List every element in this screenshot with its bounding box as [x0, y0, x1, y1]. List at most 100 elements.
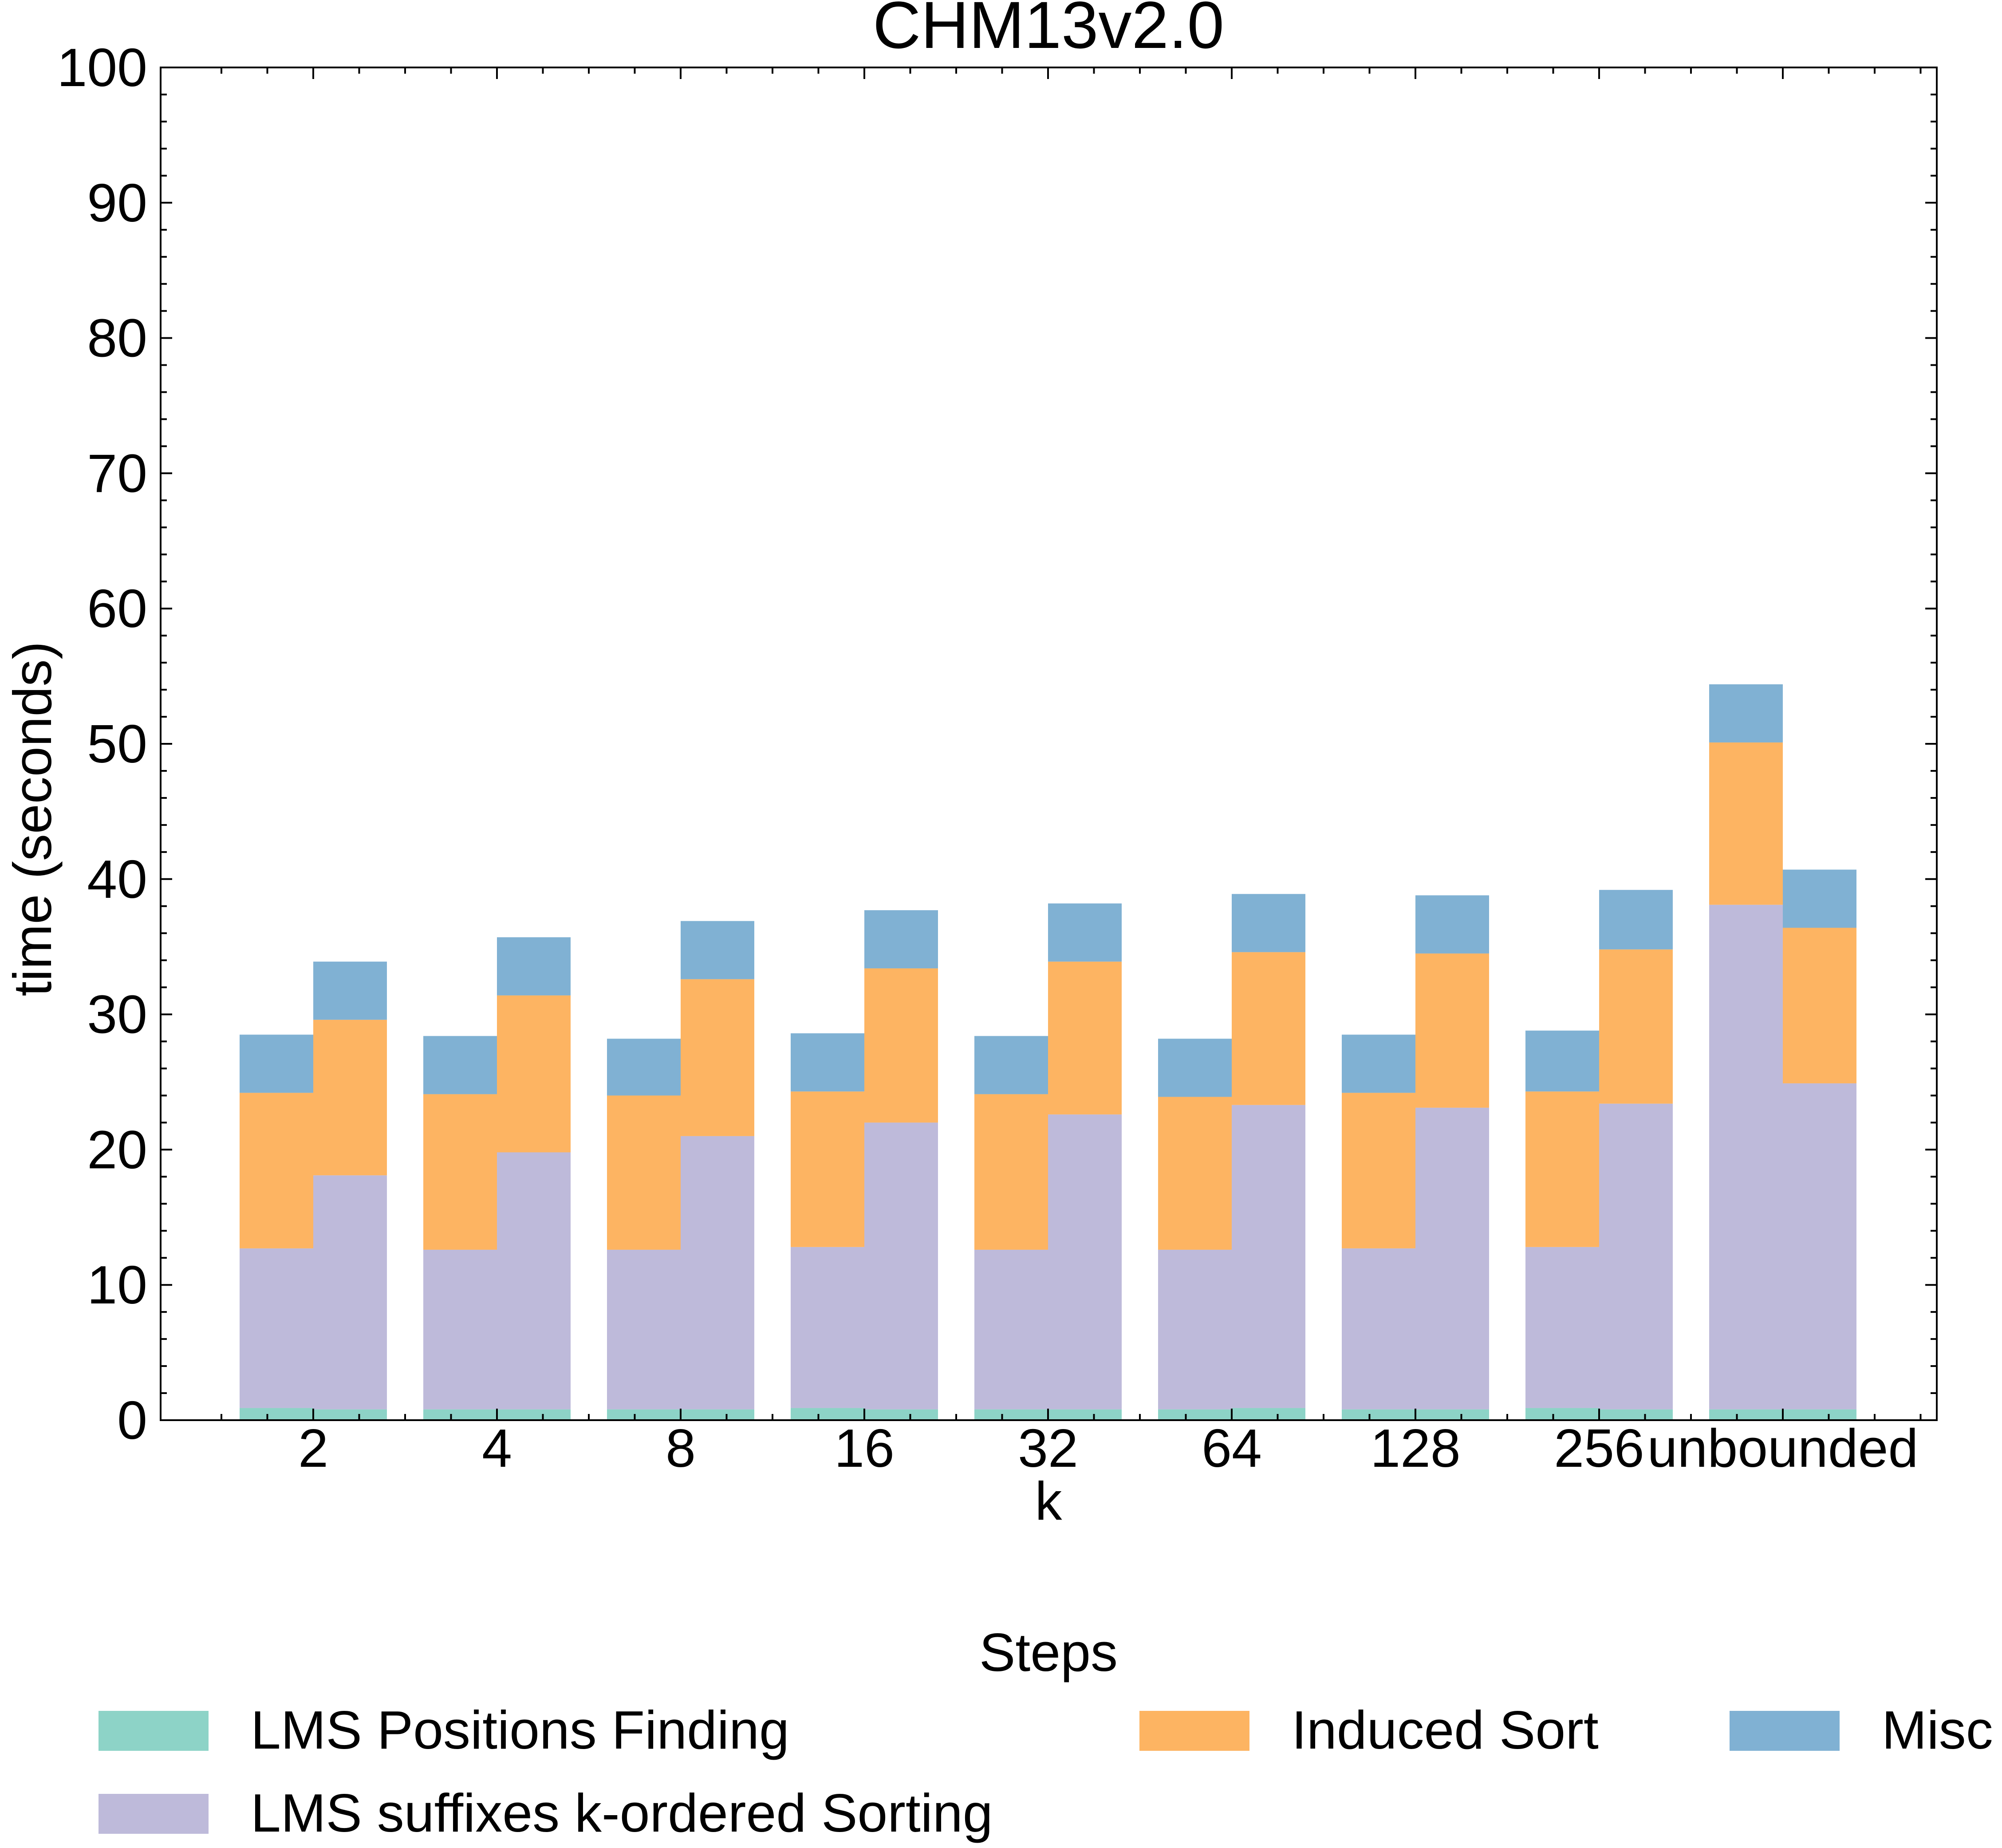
x-tick-label: 128 — [1370, 1418, 1461, 1478]
bar-left-64-series-3 — [1158, 1039, 1232, 1097]
bar-right-64-series-0 — [1232, 1408, 1305, 1420]
bar-left-2-series-2 — [240, 1093, 313, 1248]
y-tick-label: 80 — [87, 308, 147, 368]
bar-left-16-series-0 — [791, 1408, 864, 1420]
y-tick-label: 0 — [117, 1390, 147, 1450]
bar-left-8-series-0 — [607, 1409, 681, 1420]
bar-right-32-series-2 — [1048, 961, 1122, 1115]
bar-left-32-series-1 — [974, 1249, 1048, 1410]
bars-layer — [240, 684, 1856, 1420]
bar-right-16-series-2 — [864, 968, 938, 1123]
x-tick-label: unbounded — [1647, 1418, 1919, 1478]
y-tick-label: 10 — [87, 1255, 147, 1315]
plot-frame — [160, 67, 1938, 1421]
bar-left-2-series-1 — [240, 1248, 313, 1408]
bar-right-8-series-0 — [681, 1409, 754, 1420]
bar-right-32-series-3 — [1048, 903, 1122, 962]
x-tick-label: 256 — [1554, 1418, 1644, 1478]
bar-right-64-series-1 — [1232, 1105, 1305, 1408]
bar-left-128-series-3 — [1342, 1035, 1415, 1093]
legend-label-0: LMS Positions Finding — [251, 1700, 789, 1760]
bar-left-256-series-0 — [1525, 1408, 1599, 1420]
bar-right-4-series-0 — [497, 1409, 571, 1420]
y-ticks-layer: 0 10 20 30 40 50 60 70 80 90 100 — [57, 37, 1937, 1450]
legend-label-3: Misc — [1882, 1700, 1993, 1760]
bar-left-4-series-1 — [423, 1249, 497, 1410]
bar-left-8-series-1 — [607, 1249, 681, 1410]
bar-left-unbounded-series-0 — [1709, 1409, 1783, 1420]
bar-left-64-series-2 — [1158, 1097, 1232, 1250]
bar-right-64-series-3 — [1232, 894, 1305, 952]
bar-left-8-series-2 — [607, 1095, 681, 1250]
bar-right-4-series-1 — [497, 1152, 571, 1410]
bar-left-32-series-0 — [974, 1409, 1048, 1420]
x-axis-label: k — [1035, 1471, 1063, 1531]
bar-left-2-series-3 — [240, 1035, 313, 1093]
bar-right-256-series-0 — [1599, 1409, 1673, 1420]
bar-right-128-series-2 — [1415, 953, 1489, 1108]
bar-right-128-series-3 — [1415, 895, 1489, 954]
y-tick-label: 40 — [87, 849, 147, 909]
bar-left-16-series-1 — [791, 1247, 864, 1408]
legend: LMS Positions Finding LMS suffixes k-orde… — [99, 1700, 1993, 1843]
bar-right-256-series-1 — [1599, 1103, 1673, 1410]
bar-left-16-series-3 — [791, 1033, 864, 1092]
y-tick-label: 20 — [87, 1119, 147, 1180]
bar-left-128-series-0 — [1342, 1409, 1415, 1420]
bar-right-16-series-1 — [864, 1122, 938, 1410]
bar-right-256-series-2 — [1599, 949, 1673, 1104]
y-tick-label: 90 — [87, 173, 147, 233]
bar-left-256-series-1 — [1525, 1247, 1599, 1408]
bar-right-unbounded-series-1 — [1783, 1083, 1856, 1410]
bar-right-8-series-3 — [681, 921, 754, 979]
y-tick-label: 50 — [87, 714, 147, 774]
bar-right-128-series-1 — [1415, 1107, 1489, 1410]
bar-right-64-series-2 — [1232, 952, 1305, 1105]
x-tick-label: 4 — [482, 1418, 512, 1478]
bar-right-unbounded-series-3 — [1783, 869, 1856, 928]
x-tick-label: 32 — [1018, 1418, 1078, 1478]
x-tick-label: 2 — [298, 1418, 328, 1478]
bar-right-256-series-3 — [1599, 890, 1673, 950]
bar-left-64-series-0 — [1158, 1409, 1232, 1420]
x-tick-label: 8 — [666, 1418, 696, 1478]
bar-right-128-series-0 — [1415, 1409, 1489, 1420]
bar-right-32-series-1 — [1048, 1114, 1122, 1410]
bar-right-2-series-3 — [313, 961, 387, 1020]
y-tick-label: 70 — [87, 443, 147, 503]
chart-title: CHM13v2.0 — [873, 0, 1224, 62]
bar-left-256-series-3 — [1525, 1031, 1599, 1092]
bar-left-unbounded-series-2 — [1709, 742, 1783, 905]
bar-left-4-series-3 — [423, 1036, 497, 1094]
bar-right-32-series-0 — [1048, 1409, 1122, 1420]
bar-left-4-series-2 — [423, 1094, 497, 1250]
bar-left-128-series-2 — [1342, 1093, 1415, 1248]
bar-left-64-series-1 — [1158, 1249, 1232, 1410]
bar-left-unbounded-series-3 — [1709, 684, 1783, 742]
y-tick-label: 60 — [87, 578, 147, 639]
bar-left-8-series-3 — [607, 1039, 681, 1096]
legend-swatch-3 — [1730, 1711, 1840, 1751]
bar-left-unbounded-series-1 — [1709, 904, 1783, 1410]
x-ticks-layer: 2 4 8 16 32 64 128 256 unbounded — [221, 67, 1922, 1478]
legend-label-2: Induced Sort — [1292, 1700, 1599, 1760]
x-tick-label: 16 — [834, 1418, 895, 1478]
legend-swatch-2 — [1139, 1711, 1249, 1751]
bar-right-2-series-2 — [313, 1019, 387, 1176]
bar-right-16-series-0 — [864, 1409, 938, 1420]
bar-left-32-series-2 — [974, 1094, 1048, 1250]
bar-left-32-series-3 — [974, 1036, 1048, 1094]
bar-right-4-series-2 — [497, 995, 571, 1153]
bar-left-4-series-0 — [423, 1409, 497, 1420]
bar-right-16-series-3 — [864, 910, 938, 968]
bar-right-4-series-3 — [497, 937, 571, 995]
legend-swatch-0 — [99, 1711, 209, 1751]
bar-left-128-series-1 — [1342, 1248, 1415, 1410]
bar-right-8-series-2 — [681, 979, 754, 1136]
x-tick-label: 64 — [1202, 1418, 1262, 1478]
bar-right-8-series-1 — [681, 1136, 754, 1410]
bar-right-2-series-1 — [313, 1175, 387, 1410]
bar-right-2-series-0 — [313, 1409, 387, 1420]
